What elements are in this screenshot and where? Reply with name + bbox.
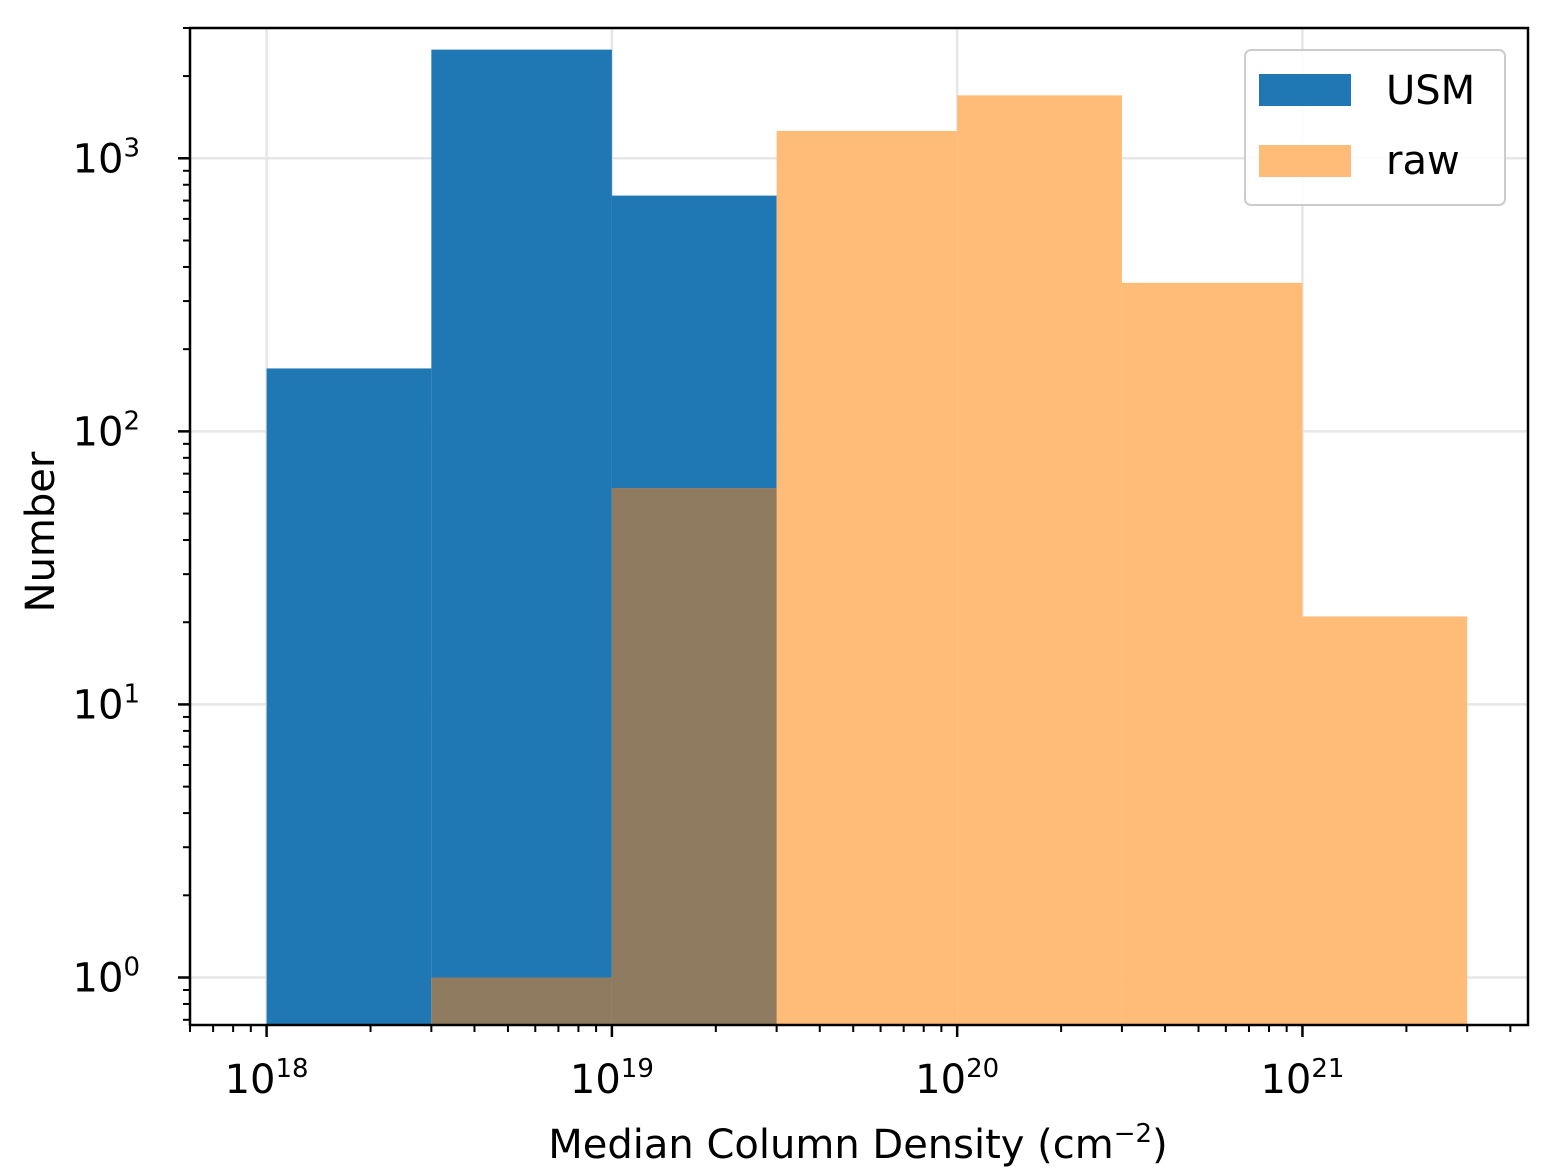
y-tick-label: 102 — [73, 406, 140, 455]
legend-label-usm: USM — [1386, 68, 1475, 114]
bar-raw-6 — [1302, 616, 1468, 1025]
bar-usm-0 — [266, 368, 432, 1026]
y-tick-label: 103 — [73, 133, 140, 182]
y-tick-label: 100 — [73, 953, 140, 1002]
y-axis-label: Number — [18, 451, 64, 612]
x-axis-ticks: 1018 1019 1020 1021 — [189, 1025, 1512, 1103]
legend-swatch-raw — [1259, 145, 1351, 177]
bar-overlap-2 — [611, 488, 777, 1026]
legend: USM raw — [1244, 49, 1506, 206]
x-tick-label: 1021 — [1260, 1054, 1344, 1103]
y-axis-ticks: 100 101 102 103 — [73, 27, 190, 1021]
x-tick-label: 1018 — [225, 1054, 309, 1103]
legend-label-raw: raw — [1386, 138, 1460, 184]
bar-raw-5 — [1121, 282, 1303, 1025]
bar-raw-3 — [776, 130, 958, 1025]
bar-overlap-1 — [431, 977, 612, 1025]
x-axis-label: Median Column Density (cm−2) — [548, 1119, 1167, 1168]
bar-raw-4 — [957, 95, 1122, 1026]
x-tick-label: 1019 — [570, 1054, 654, 1103]
y-tick-label: 101 — [73, 679, 140, 728]
bar-usm-1 — [431, 49, 612, 1026]
plot-frame — [188, 26, 1530, 1027]
bars-group — [266, 49, 1468, 1026]
legend-swatch-usm — [1259, 74, 1351, 106]
x-tick-label: 1020 — [915, 1054, 999, 1103]
